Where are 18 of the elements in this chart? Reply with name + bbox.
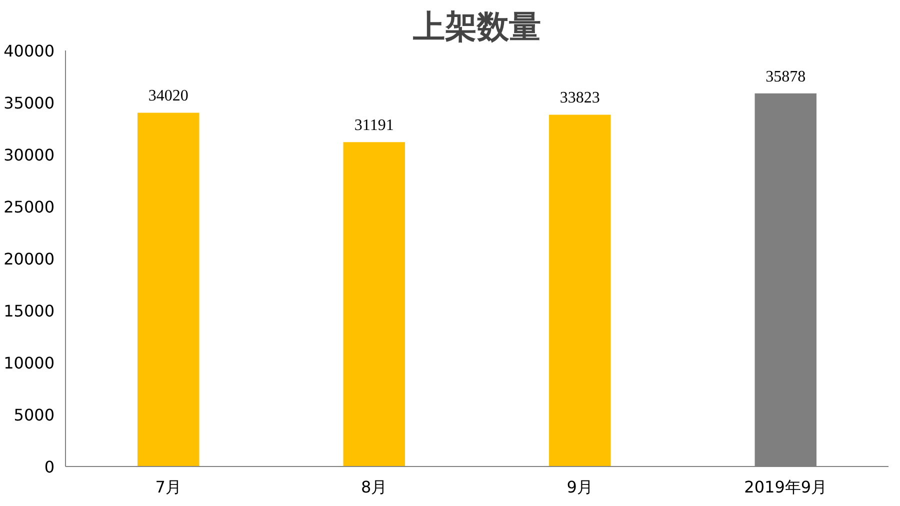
y-tick-label: 40000 — [4, 42, 55, 60]
y-tick-label: 30000 — [4, 146, 55, 164]
y-tick-label: 25000 — [4, 198, 55, 216]
y-tick-label: 5000 — [14, 406, 54, 424]
y-tick-label: 0 — [44, 458, 55, 476]
data-label: 31191 — [354, 117, 394, 134]
x-tick-label: 8月 — [361, 478, 388, 496]
y-tick-label: 20000 — [4, 250, 55, 268]
y-tick-label: 10000 — [4, 354, 55, 372]
y-tick-label: 35000 — [4, 94, 55, 112]
y-tick-label: 15000 — [4, 302, 55, 320]
chart-title: 上架数量 — [412, 8, 541, 46]
x-tick-label: 9月 — [566, 478, 593, 496]
data-label: 34020 — [148, 88, 188, 105]
data-label: 33823 — [560, 90, 600, 107]
x-tick-label: 7月 — [155, 478, 182, 496]
x-tick-label: 2019年9月 — [744, 478, 828, 496]
data-label: 35878 — [766, 68, 806, 86]
